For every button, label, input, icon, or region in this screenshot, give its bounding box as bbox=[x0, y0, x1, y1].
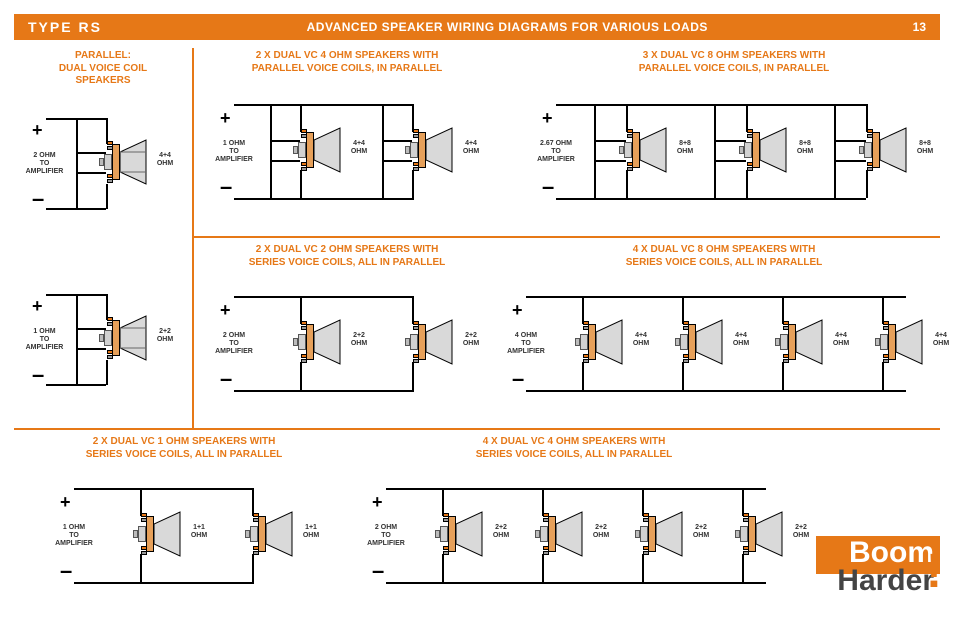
ohm-label: 4+4 OHM bbox=[830, 332, 852, 347]
minus-icon: – bbox=[60, 558, 72, 584]
amp-label: 2 OHM TO AMPLIFIER bbox=[362, 524, 410, 548]
section-title: 2 X DUAL VC 1 OHM SPEAKERS WITH SERIES V… bbox=[34, 436, 334, 461]
minus-icon: – bbox=[512, 366, 524, 392]
speaker-icon: 4+4 OHM bbox=[276, 126, 346, 174]
speaker-icon: 4+4 OHM bbox=[558, 318, 628, 366]
plus-icon: + bbox=[512, 300, 523, 321]
plus-icon: + bbox=[32, 120, 43, 141]
divider-vertical bbox=[192, 48, 194, 428]
section-title: 4 X DUAL VC 4 OHM SPEAKERS WITH SERIES V… bbox=[364, 436, 784, 461]
amp-label: 2 OHM TO AMPLIFIER bbox=[22, 152, 67, 176]
section-title: 3 X DUAL VC 8 OHM SPEAKERS WITH PARALLEL… bbox=[534, 50, 934, 75]
ohm-label: 2+2 OHM bbox=[790, 524, 812, 539]
speaker-icon: 8+8 OHM bbox=[722, 126, 792, 174]
diagram-row3b: + 2 OHM TO AMPLIFIER – 2+2 OHM 2+2 OHM 2… bbox=[364, 478, 804, 598]
speaker-icon: 4+4 OHM bbox=[82, 138, 152, 186]
diagram-left-2: + 1 OHM TO AMPLIFIER – 2+2 OHM bbox=[22, 288, 182, 398]
plus-icon: + bbox=[372, 492, 383, 513]
minus-icon: – bbox=[32, 362, 44, 388]
ohm-label: 2+2 OHM bbox=[348, 332, 370, 347]
speaker-icon: 1+1 OHM bbox=[228, 510, 298, 558]
plus-icon: + bbox=[32, 296, 43, 317]
ohm-label: 4+4 OHM bbox=[930, 332, 952, 347]
minus-icon: – bbox=[32, 186, 44, 212]
speaker-icon: 4+4 OHM bbox=[658, 318, 728, 366]
speaker-icon: 2+2 OHM bbox=[718, 510, 788, 558]
amp-label: 1 OHM TO AMPLIFIER bbox=[22, 328, 67, 352]
ohm-label: 4+4 OHM bbox=[460, 140, 482, 155]
speaker-icon: 2+2 OHM bbox=[82, 314, 152, 362]
amp-label: 1 OHM TO AMPLIFIER bbox=[50, 524, 98, 548]
amp-label: 1 OHM TO AMPLIFIER bbox=[210, 140, 258, 164]
section-title: 2 X DUAL VC 4 OHM SPEAKERS WITH PARALLEL… bbox=[202, 50, 492, 75]
plus-icon: + bbox=[220, 300, 231, 321]
ohm-label: 8+8 OHM bbox=[914, 140, 936, 155]
boom-exclaim: ! bbox=[926, 544, 942, 599]
header-bar: TYPE RS ADVANCED SPEAKER WIRING DIAGRAMS… bbox=[14, 14, 940, 40]
ohm-label: 2+2 OHM bbox=[590, 524, 612, 539]
amp-label: 2.67 OHM TO AMPLIFIER bbox=[530, 140, 582, 164]
ohm-label: 2+2 OHM bbox=[690, 524, 712, 539]
plus-icon: + bbox=[220, 108, 231, 129]
logo: TYPE RS bbox=[14, 19, 102, 35]
speaker-icon: 4+4 OHM bbox=[858, 318, 928, 366]
diagram-row2a: + 2 OHM TO AMPLIFIER – 2+2 OHM 2+2 OHM bbox=[212, 286, 492, 406]
diagram-row1b: + 2.67 OHM TO AMPLIFIER – 8+8 OHM bbox=[534, 94, 934, 214]
section-title: 2 X DUAL VC 2 OHM SPEAKERS WITH SERIES V… bbox=[202, 244, 492, 269]
speaker-icon: 8+8 OHM bbox=[602, 126, 672, 174]
divider-h1 bbox=[192, 236, 940, 238]
speaker-icon: 8+8 OHM bbox=[842, 126, 912, 174]
ohm-label: 2+2 OHM bbox=[490, 524, 512, 539]
ohm-label: 2+2 OHM bbox=[460, 332, 482, 347]
boom-text-2: Harder bbox=[837, 564, 934, 598]
section-title: 4 X DUAL VC 8 OHM SPEAKERS WITH SERIES V… bbox=[514, 244, 934, 269]
content: PARALLEL: DUAL VOICE COIL SPEAKERS + 2 O… bbox=[14, 48, 940, 604]
plus-icon: + bbox=[542, 108, 553, 129]
speaker-icon: 4+4 OHM bbox=[758, 318, 828, 366]
ohm-label: 4+4 OHM bbox=[730, 332, 752, 347]
speaker-icon: 1+1 OHM bbox=[116, 510, 186, 558]
minus-icon: – bbox=[220, 174, 232, 200]
ohm-label: 1+1 OHM bbox=[188, 524, 210, 539]
diagram-row3a: + 1 OHM TO AMPLIFIER – 1+1 OHM 1+1 OHM bbox=[52, 478, 332, 598]
amp-label: 4 OHM TO AMPLIFIER bbox=[502, 332, 550, 356]
diagram-row2b: + 4 OHM TO AMPLIFIER – 4+4 OHM 4+4 OHM 4… bbox=[504, 286, 944, 406]
speaker-icon: 2+2 OHM bbox=[518, 510, 588, 558]
speaker-icon: 2+2 OHM bbox=[276, 318, 346, 366]
ohm-label: 1+1 OHM bbox=[300, 524, 322, 539]
ohm-label: 4+4 OHM bbox=[154, 152, 176, 167]
plus-icon: + bbox=[60, 492, 71, 513]
ohm-label: 2+2 OHM bbox=[154, 328, 176, 343]
ohm-label: 4+4 OHM bbox=[348, 140, 370, 155]
amp-label: 2 OHM TO AMPLIFIER bbox=[210, 332, 258, 356]
diagram-left-1: + 2 OHM TO AMPLIFIER – 4+4 OHM bbox=[22, 112, 182, 222]
minus-icon: – bbox=[372, 558, 384, 584]
section-title-left: PARALLEL: DUAL VOICE COIL SPEAKERS bbox=[14, 50, 192, 88]
page-title: ADVANCED SPEAKER WIRING DIAGRAMS FOR VAR… bbox=[102, 20, 913, 34]
minus-icon: – bbox=[542, 174, 554, 200]
boom-harder-logo: Boom Harder ! bbox=[810, 536, 940, 604]
ohm-label: 8+8 OHM bbox=[794, 140, 816, 155]
minus-icon: – bbox=[220, 366, 232, 392]
speaker-icon: 4+4 OHM bbox=[388, 126, 458, 174]
page-number: 13 bbox=[913, 20, 940, 34]
ohm-label: 4+4 OHM bbox=[630, 332, 652, 347]
diagram-row1a: + 1 OHM TO AMPLIFIER – 4+4 OHM 4+4 OHM bbox=[212, 94, 492, 214]
speaker-icon: 2+2 OHM bbox=[418, 510, 488, 558]
ohm-label: 8+8 OHM bbox=[674, 140, 696, 155]
speaker-icon: 2+2 OHM bbox=[388, 318, 458, 366]
speaker-icon: 2+2 OHM bbox=[618, 510, 688, 558]
divider-h2 bbox=[14, 428, 940, 430]
